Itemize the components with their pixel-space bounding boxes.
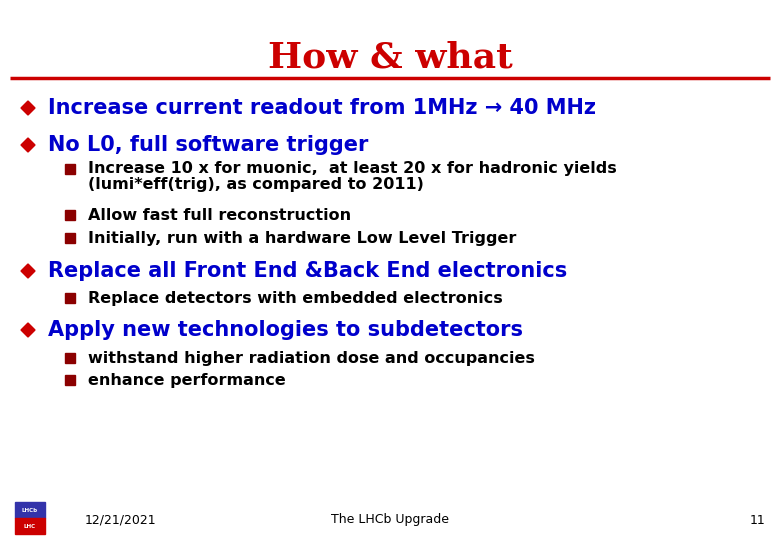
Text: How & what: How & what bbox=[268, 40, 512, 74]
Polygon shape bbox=[21, 264, 35, 278]
Bar bbox=[15, 502, 45, 518]
Bar bbox=[15, 518, 45, 534]
Text: 12/21/2021: 12/21/2021 bbox=[84, 514, 156, 526]
Polygon shape bbox=[21, 101, 35, 115]
Text: Increase 10 x for muonic,  at least 20 x for hadronic yields: Increase 10 x for muonic, at least 20 x … bbox=[88, 161, 617, 177]
Text: enhance performance: enhance performance bbox=[88, 373, 285, 388]
Text: Apply new technologies to subdetectors: Apply new technologies to subdetectors bbox=[48, 320, 523, 340]
Bar bbox=[65, 375, 75, 385]
Bar bbox=[65, 293, 75, 303]
Text: Replace detectors with embedded electronics: Replace detectors with embedded electron… bbox=[88, 291, 503, 306]
Text: Increase current readout from 1MHz → 40 MHz: Increase current readout from 1MHz → 40 … bbox=[48, 98, 596, 118]
Text: LHCb: LHCb bbox=[22, 508, 38, 512]
Text: LHC: LHC bbox=[24, 523, 36, 529]
Text: 11: 11 bbox=[750, 514, 765, 526]
Text: No L0, full software trigger: No L0, full software trigger bbox=[48, 135, 368, 155]
Text: Initially, run with a hardware Low Level Trigger: Initially, run with a hardware Low Level… bbox=[88, 231, 516, 246]
Text: withstand higher radiation dose and occupancies: withstand higher radiation dose and occu… bbox=[88, 350, 535, 366]
Polygon shape bbox=[21, 323, 35, 337]
Polygon shape bbox=[21, 138, 35, 152]
Bar bbox=[65, 210, 75, 220]
Bar bbox=[65, 164, 75, 174]
Text: (lumi*eff(trig), as compared to 2011): (lumi*eff(trig), as compared to 2011) bbox=[88, 178, 424, 192]
Text: Replace all Front End &Back End electronics: Replace all Front End &Back End electron… bbox=[48, 261, 567, 281]
Text: Allow fast full reconstruction: Allow fast full reconstruction bbox=[88, 207, 351, 222]
Bar bbox=[65, 353, 75, 363]
Bar bbox=[65, 233, 75, 243]
Text: The LHCb Upgrade: The LHCb Upgrade bbox=[331, 514, 449, 526]
